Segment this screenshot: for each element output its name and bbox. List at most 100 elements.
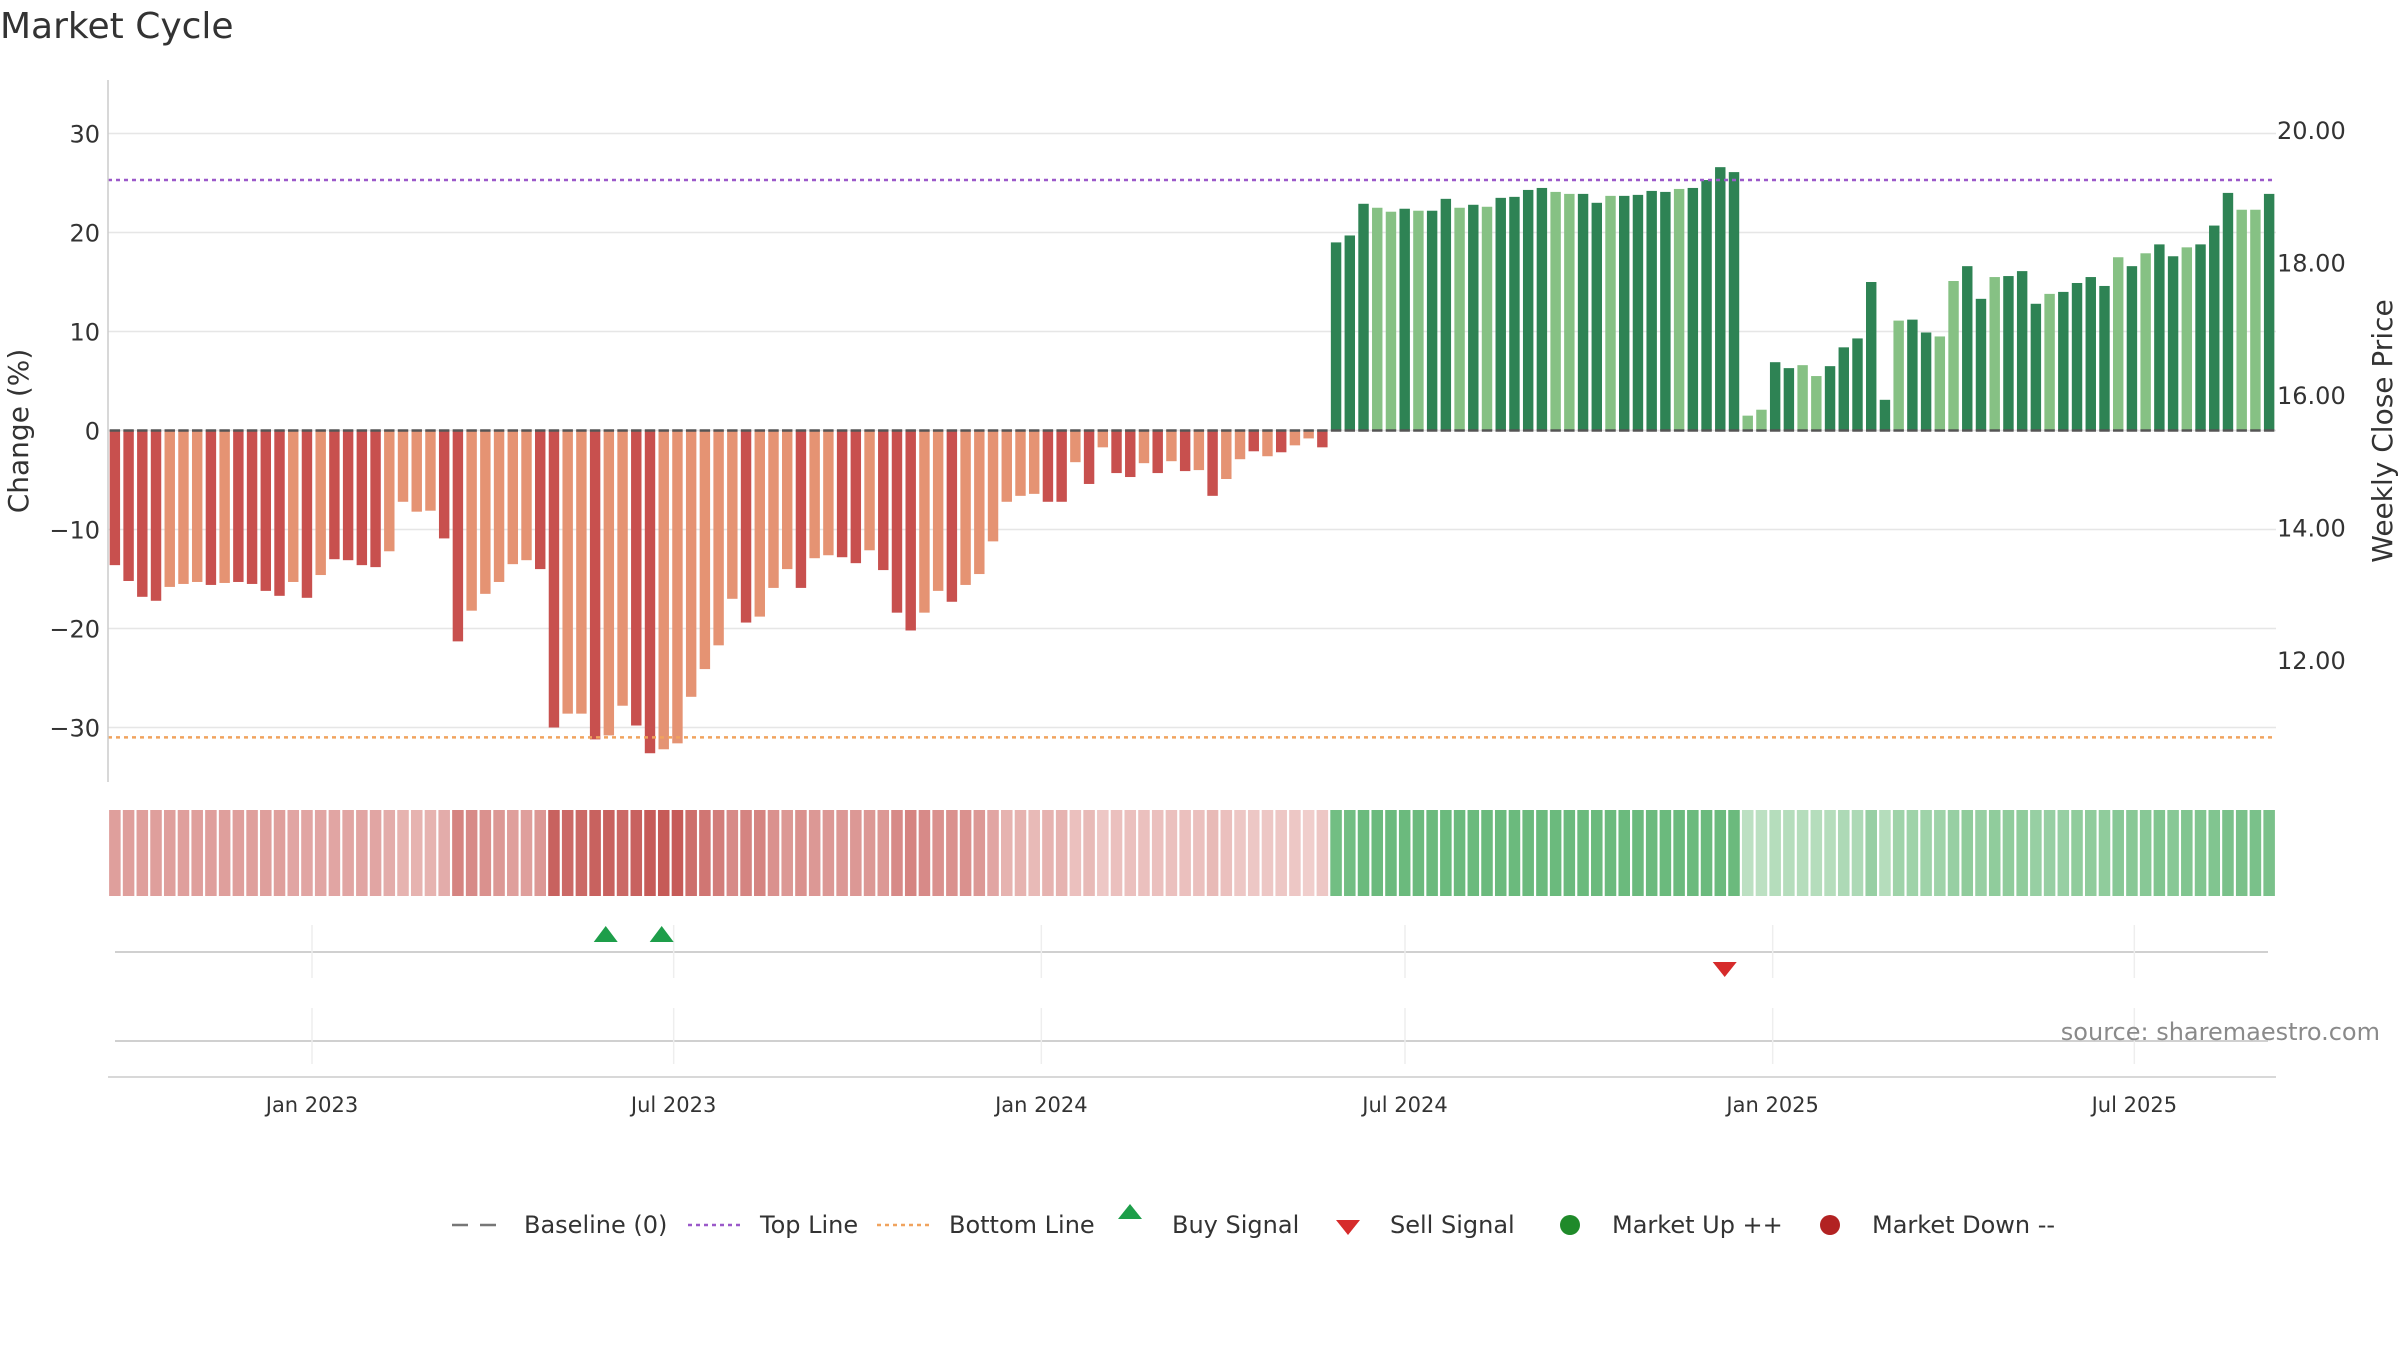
heat-cell (1014, 810, 1027, 896)
legend-item: Sell Signal (1336, 1211, 1515, 1239)
bar (384, 430, 395, 552)
bar (1564, 193, 1575, 431)
bar (1166, 430, 1177, 462)
bar (713, 430, 724, 646)
y2-tick-label: 12.00 (2277, 647, 2346, 675)
bar (1221, 430, 1232, 480)
heat-cell (1577, 810, 1589, 896)
heat-cell (1494, 810, 1507, 896)
y-tick-label: 0 (85, 418, 100, 446)
bar (795, 430, 807, 588)
circle-red-icon (1820, 1215, 1840, 1235)
bar (1399, 208, 1410, 431)
bar (2209, 225, 2220, 431)
bar (658, 430, 669, 750)
heat-cell (616, 810, 629, 896)
heat-cell (699, 810, 711, 896)
heat-cell (397, 810, 409, 896)
bar (850, 430, 862, 564)
bar (1893, 320, 1904, 431)
bar (1303, 430, 1314, 439)
bar (1344, 235, 1356, 431)
y-tick-label: 30 (69, 121, 100, 149)
heat-cell (1371, 810, 1384, 896)
heat-cell (191, 810, 203, 896)
heat-cell (218, 810, 231, 896)
bar (946, 430, 958, 602)
bar (1056, 430, 1067, 502)
y-axis-label: Change (%) (2, 349, 35, 514)
bar (1797, 365, 1808, 431)
legend-item: Top Line (688, 1211, 858, 1239)
heat-cell (603, 810, 615, 896)
bar (1522, 189, 1534, 431)
bar (1207, 430, 1218, 496)
bar (562, 430, 573, 714)
heat-cell (1110, 810, 1123, 896)
bar (919, 430, 930, 613)
bar (1783, 368, 1795, 431)
heat-cell (2112, 810, 2124, 896)
bar (1591, 202, 1602, 431)
heat-cell (2085, 810, 2097, 896)
bar (150, 430, 162, 601)
heat-cell (1508, 810, 1521, 896)
bar (164, 430, 175, 587)
bar (2003, 276, 2014, 431)
bar (315, 430, 326, 576)
legend-label: Buy Signal (1172, 1211, 1299, 1239)
heat-cell (644, 810, 656, 896)
bar (617, 430, 628, 706)
heat-cell (2263, 810, 2275, 896)
heat-cell (2057, 810, 2070, 896)
heat-cell (493, 810, 505, 896)
heat-cell (1865, 810, 1877, 896)
heat-cell (657, 810, 670, 896)
heat-cell (356, 810, 368, 896)
heat-cell (424, 810, 437, 896)
heat-cell (1892, 810, 1905, 896)
bar (1028, 430, 1040, 494)
bar (370, 430, 381, 568)
y2-tick-label: 20.00 (2277, 117, 2346, 145)
bar (438, 430, 450, 539)
bar (1920, 332, 1932, 431)
bar (1550, 191, 1561, 431)
legend-item: Market Up ++ (1560, 1211, 1783, 1239)
heat-cell (1618, 810, 1630, 896)
bar (960, 430, 971, 585)
bar (768, 430, 779, 588)
heat-cell (2235, 810, 2248, 896)
bar (2112, 257, 2124, 431)
bar (191, 430, 203, 582)
heat-cell (1042, 810, 1054, 896)
legend-label: Market Up ++ (1612, 1211, 1783, 1239)
heat-cell (1289, 810, 1301, 896)
bar (356, 430, 368, 566)
heat-cell (1124, 810, 1137, 896)
bar (288, 430, 299, 582)
bar (836, 430, 848, 558)
heat-cell (1316, 810, 1329, 896)
bar (466, 430, 477, 611)
heat-cell (1206, 810, 1219, 896)
heat-cell (2181, 810, 2193, 896)
buy-signal-marker (593, 926, 618, 942)
heat-cell (1796, 810, 1809, 896)
bar (1934, 336, 1946, 431)
heat-cell (465, 810, 478, 896)
heat-cell (1879, 810, 1891, 896)
heat-cell (1097, 810, 1109, 896)
heat-cell (1851, 810, 1864, 896)
heat-cell (548, 810, 560, 896)
heat-cell (452, 810, 464, 896)
bar (2071, 282, 2083, 431)
heat-cell (836, 810, 848, 896)
bar (1042, 430, 1054, 502)
heat-cell (1302, 810, 1315, 896)
bar (576, 430, 587, 714)
bar (1632, 194, 1644, 431)
heat-cell (1028, 810, 1040, 896)
bar (1673, 188, 1685, 431)
bar (1179, 430, 1191, 472)
